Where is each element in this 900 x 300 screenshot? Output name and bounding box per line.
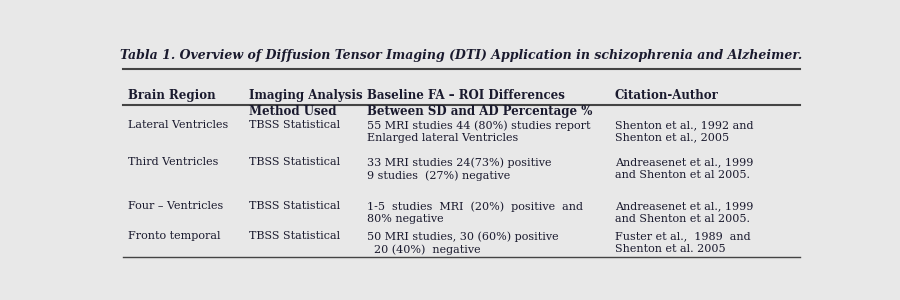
Text: Third Ventricles: Third Ventricles bbox=[128, 157, 218, 167]
Text: Shenton et al., 1992 and
Shenton et al., 2005: Shenton et al., 1992 and Shenton et al.,… bbox=[615, 120, 753, 143]
Text: Fronto temporal: Fronto temporal bbox=[128, 231, 220, 241]
Text: TBSS Statistical: TBSS Statistical bbox=[248, 201, 339, 211]
Text: TBSS Statistical: TBSS Statistical bbox=[248, 120, 339, 130]
Text: Lateral Ventricles: Lateral Ventricles bbox=[128, 120, 228, 130]
Text: Andreasenet et al., 1999
and Shenton et al 2005.: Andreasenet et al., 1999 and Shenton et … bbox=[615, 201, 753, 224]
Text: 50 MRI studies, 30 (60%) positive
  20 (40%)  negative: 50 MRI studies, 30 (60%) positive 20 (40… bbox=[367, 231, 559, 255]
Text: Andreasenet et al., 1999
and Shenton et al 2005.: Andreasenet et al., 1999 and Shenton et … bbox=[615, 157, 753, 180]
Text: 55 MRI studies 44 (80%) studies report
Enlarged lateral Ventricles: 55 MRI studies 44 (80%) studies report E… bbox=[367, 120, 590, 143]
Text: Tabla 1. Overview of Diffusion Tensor Imaging (DTI) Application in schizophrenia: Tabla 1. Overview of Diffusion Tensor Im… bbox=[120, 49, 803, 62]
Text: Four – Ventricles: Four – Ventricles bbox=[128, 201, 223, 211]
Text: Brain Region: Brain Region bbox=[128, 89, 215, 102]
Text: 33 MRI studies 24(73%) positive
9 studies  (27%) negative: 33 MRI studies 24(73%) positive 9 studie… bbox=[367, 157, 552, 181]
Text: TBSS Statistical: TBSS Statistical bbox=[248, 231, 339, 241]
Text: Baseline FA – ROI Differences
Between SD and AD Percentage %: Baseline FA – ROI Differences Between SD… bbox=[367, 89, 592, 118]
Text: Imaging Analysis
Method Used: Imaging Analysis Method Used bbox=[248, 89, 362, 118]
Text: TBSS Statistical: TBSS Statistical bbox=[248, 157, 339, 167]
Text: Fuster et al.,  1989  and
Shenton et al. 2005: Fuster et al., 1989 and Shenton et al. 2… bbox=[615, 231, 751, 254]
Text: Citation-Author: Citation-Author bbox=[615, 89, 718, 102]
Text: 1-5  studies  MRI  (20%)  positive  and
80% negative: 1-5 studies MRI (20%) positive and 80% n… bbox=[367, 201, 583, 224]
